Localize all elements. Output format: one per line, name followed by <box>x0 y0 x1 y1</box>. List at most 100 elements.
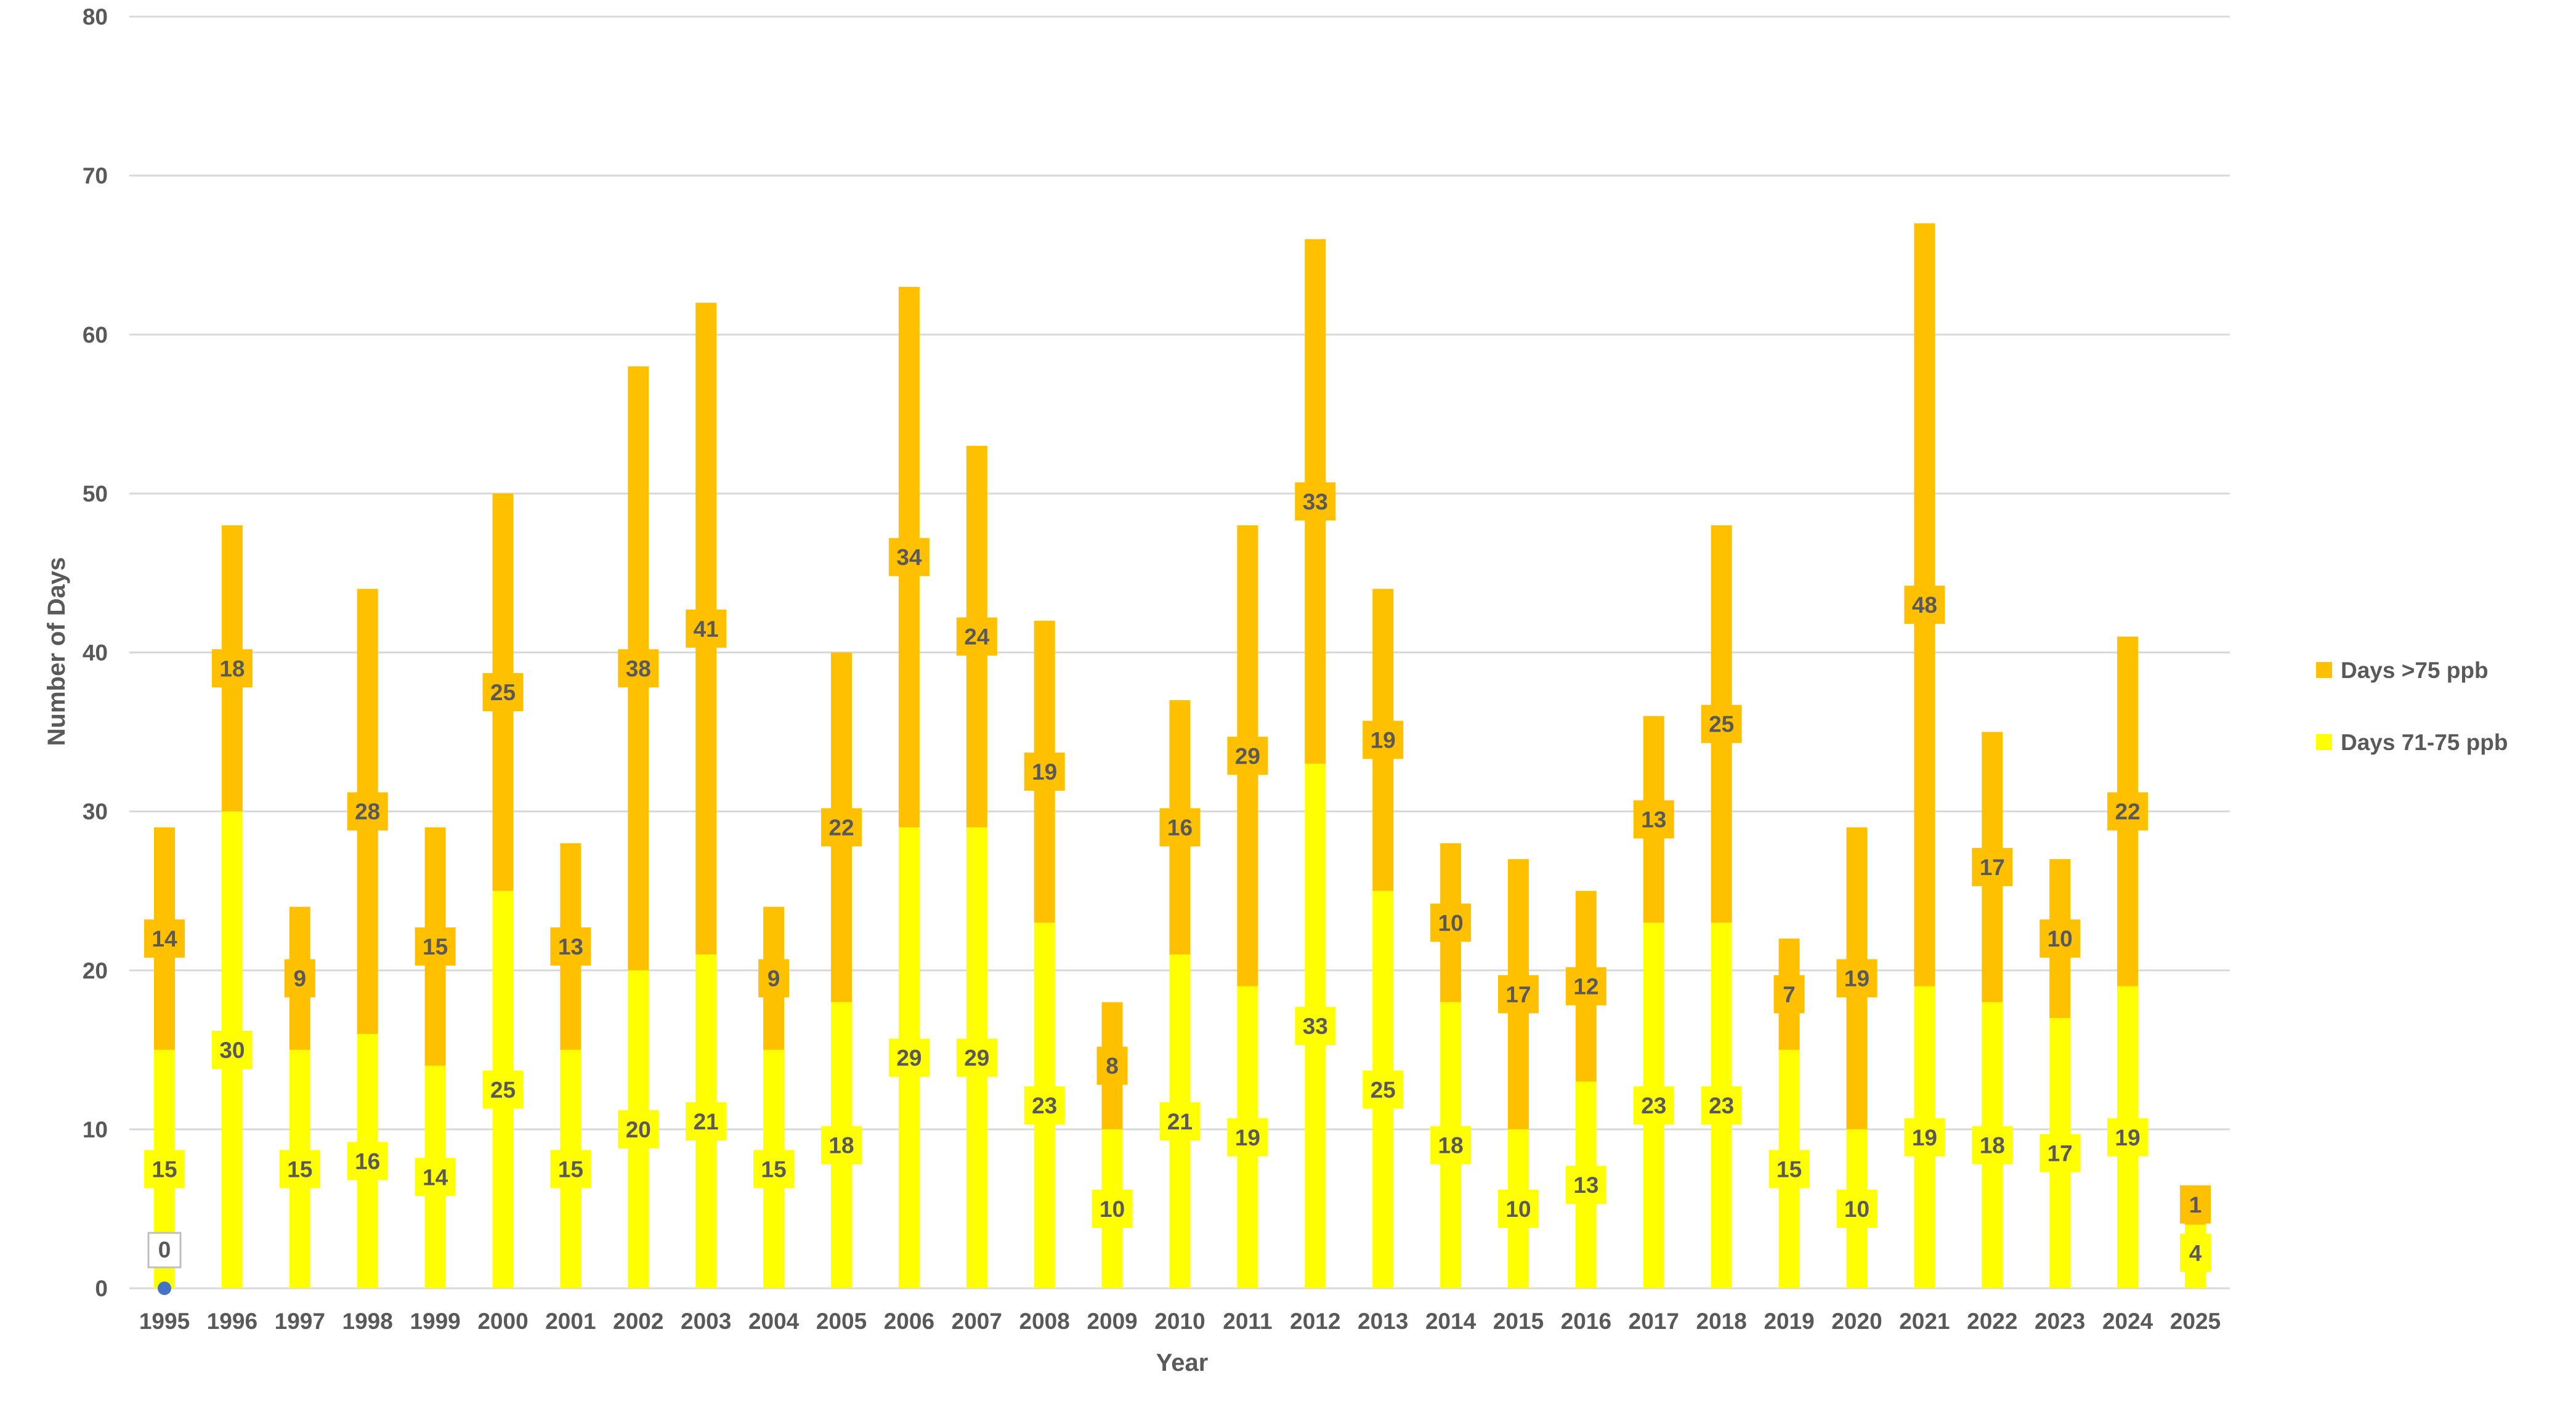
data-label-days-71-75: 15 <box>287 1157 312 1182</box>
x-tick-label: 2016 <box>1561 1309 1611 1334</box>
data-label-days-71-75-bg <box>1972 1126 2013 1165</box>
data-label-days-71-75: 18 <box>828 1133 854 1158</box>
data-label-days-gt-75: 16 <box>1167 815 1193 840</box>
data-label-days-gt-75-bg <box>618 649 659 688</box>
data-label-days-gt-75-bg <box>2107 792 2149 831</box>
data-label-days-gt-75-bg <box>1773 975 1805 1014</box>
data-label-days-gt-75-bg <box>1096 1046 1128 1085</box>
y-tick-label: 70 <box>83 163 108 188</box>
x-tick-label: 2001 <box>545 1309 596 1334</box>
x-axis: 1995 1996 1997 1998 1999 2000 2001 2002 2003 2004… <box>139 1309 2221 1334</box>
data-label-days-71-75-bg <box>1363 1070 1404 1109</box>
data-label-days-gt-75-bg <box>1227 737 1268 775</box>
data-label-days-71-75-bg <box>2180 1233 2211 1272</box>
data-label-days-71-75-bg <box>888 1038 930 1077</box>
data-label-days-71-75-bg <box>1092 1189 1133 1228</box>
data-label-days-71-75: 16 <box>355 1149 380 1174</box>
data-label-days-71-75: 19 <box>1235 1125 1260 1150</box>
data-label-days-71-75-bg <box>482 1070 524 1109</box>
data-label-days-gt-75: 48 <box>1912 592 1937 618</box>
data-label-days-gt-75-bg <box>1498 975 1539 1014</box>
data-label-days-gt-75: 22 <box>828 815 854 840</box>
x-tick-label: 1997 <box>275 1309 325 1334</box>
data-label-days-gt-75: 25 <box>1709 712 1734 737</box>
data-label-days-71-75: 15 <box>761 1157 787 1182</box>
y-tick-label: 30 <box>83 799 108 825</box>
data-label-days-71-75: 18 <box>1438 1133 1464 1158</box>
data-label-days-71-75-bg <box>1768 1150 1810 1189</box>
data-label-days-71-75-bg <box>1565 1166 1606 1205</box>
x-tick-label: 2012 <box>1290 1309 1340 1334</box>
data-label-days-71-75: 25 <box>490 1077 516 1102</box>
data-label-days-71-75-bg <box>1227 1118 1268 1157</box>
data-label-days-71-75: 23 <box>1709 1093 1734 1118</box>
data-label-days-71-75: 21 <box>694 1109 719 1134</box>
y-tick-label: 60 <box>83 322 108 347</box>
y-axis-title: Number of Days <box>43 557 70 746</box>
data-label-days-71-75-bg <box>2039 1134 2081 1173</box>
y-tick-label: 10 <box>83 1117 108 1142</box>
data-label-days-71-75: 17 <box>2047 1141 2073 1166</box>
data-label-days-71-75: 25 <box>1371 1077 1396 1102</box>
data-label-days-gt-75: 13 <box>558 934 583 959</box>
data-label-days-71-75: 10 <box>1100 1197 1125 1222</box>
data-label-days-gt-75-bg <box>758 959 790 998</box>
data-label-days-71-75-bg <box>211 1030 253 1069</box>
data-label-days-gt-75-bg <box>1363 721 1404 759</box>
data-label-days-gt-75-bg <box>1701 704 1742 743</box>
data-label-days-gt-75: 29 <box>1235 743 1260 769</box>
data-label-days-gt-75: 18 <box>219 656 245 681</box>
data-label-days-gt-75: 8 <box>1106 1054 1119 1079</box>
y-tick-label: 80 <box>83 4 108 30</box>
legend-swatch <box>2316 734 2332 750</box>
data-label-days-gt-75-bg <box>2039 919 2081 958</box>
data-label-days-gt-75: 9 <box>294 966 307 991</box>
x-tick-label: 1996 <box>207 1309 257 1334</box>
data-label-days-gt-75-bg <box>888 538 930 576</box>
data-label-days-71-75: 18 <box>1980 1133 2005 1158</box>
legend-label: Days 71-75 ppb <box>2341 730 2508 755</box>
y-tick-label: 0 <box>95 1276 108 1301</box>
data-label-days-71-75: 13 <box>1573 1173 1598 1198</box>
data-label-days-gt-75: 1 <box>2189 1192 2202 1217</box>
data-label-days-gt-75-bg <box>482 673 524 712</box>
data-label-days-71-75: 29 <box>964 1046 989 1071</box>
data-label-days-gt-75: 10 <box>1438 910 1464 935</box>
x-tick-label: 2022 <box>1967 1309 2017 1334</box>
data-label-days-gt-75-bg <box>956 617 997 656</box>
data-label-days-gt-75: 28 <box>355 799 380 825</box>
data-label-days-71-75-bg <box>144 1150 185 1189</box>
data-label-days-71-75-bg <box>347 1142 388 1181</box>
gridlines <box>129 15 2230 1290</box>
data-label-days-gt-75: 25 <box>490 680 516 705</box>
data-label-days-71-75-bg <box>550 1150 591 1189</box>
x-tick-label: 2020 <box>1831 1309 1882 1334</box>
callout-bg <box>147 1232 182 1269</box>
data-label-days-71-75-bg <box>686 1102 727 1140</box>
x-tick-label: 1998 <box>342 1309 393 1334</box>
data-label-days-gt-75: 13 <box>1641 807 1666 833</box>
data-label-days-71-75: 15 <box>558 1157 583 1182</box>
x-axis-title: Year <box>1156 1349 1209 1376</box>
data-label-days-gt-75-bg <box>2180 1185 2211 1224</box>
data-label-days-gt-75: 10 <box>2047 926 2073 951</box>
data-label-days-71-75: 10 <box>1505 1197 1531 1222</box>
x-tick-label: 2000 <box>477 1309 528 1334</box>
data-label-days-gt-75-bg <box>1836 959 1877 998</box>
data-label-days-71-75-bg <box>1430 1126 1472 1165</box>
data-label-days-71-75-bg <box>1904 1118 1945 1157</box>
x-tick-label: 2017 <box>1629 1309 1679 1334</box>
x-tick-label: 2015 <box>1493 1309 1544 1334</box>
data-label-days-gt-75-bg <box>550 927 591 966</box>
data-label-days-71-75: 30 <box>219 1038 245 1063</box>
data-label-days-gt-75-bg <box>821 808 862 847</box>
data-labels: 0151430181591628141525251513203821411591… <box>144 482 2211 1295</box>
data-label-days-gt-75-bg <box>1024 753 1065 791</box>
data-label-days-71-75-bg <box>415 1158 456 1197</box>
data-label-days-71-75-bg <box>1159 1102 1201 1140</box>
x-tick-label: 2013 <box>1358 1309 1408 1334</box>
data-label-days-gt-75-bg <box>1430 903 1472 942</box>
data-label-days-gt-75-bg <box>1972 847 2013 886</box>
